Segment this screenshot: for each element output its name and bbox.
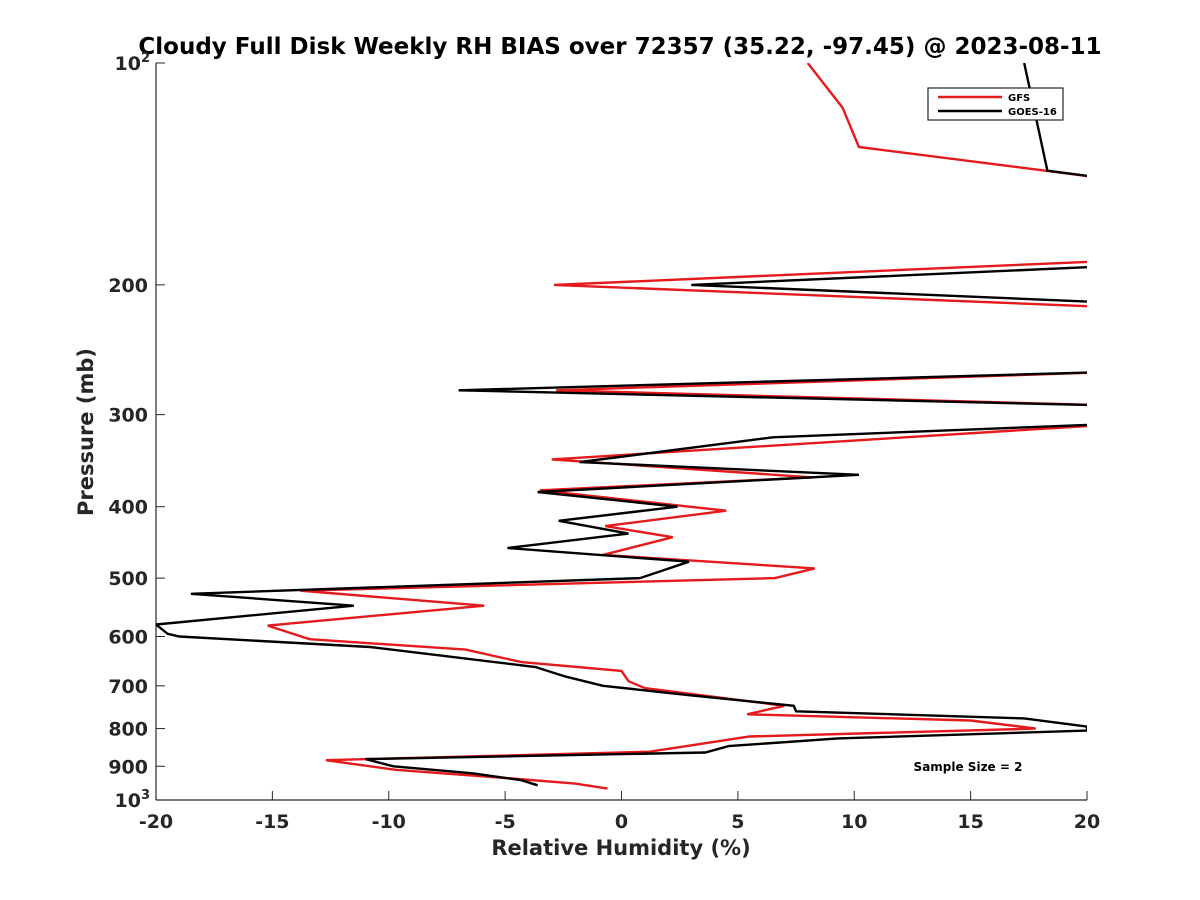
y-tick-label: 800 <box>108 719 148 741</box>
y-tick-label: 300 <box>108 405 148 427</box>
series-line-goes-16 <box>156 63 1087 787</box>
legend-box <box>927 87 1064 121</box>
x-tick-label: -20 <box>139 811 173 833</box>
y-axis-label: Pressure (mb) <box>74 348 98 516</box>
x-axis-label: Relative Humidity (%) <box>491 836 750 860</box>
chart-title: Cloudy Full Disk Weekly RH BIAS over 723… <box>138 34 1101 60</box>
x-tick-label: -15 <box>255 811 289 833</box>
legend-label: GFS <box>1008 93 1030 104</box>
x-tick-label: 15 <box>957 811 983 833</box>
y-tick-label: 700 <box>108 676 148 698</box>
legend-label: GOES-16 <box>1008 107 1057 118</box>
series-line-gfs <box>267 63 1087 790</box>
y-tick-label: 102 <box>115 51 151 75</box>
legend: GFS GOES-16 <box>927 87 1064 121</box>
series-layer <box>156 63 1087 790</box>
y-tick-label: 400 <box>108 497 148 519</box>
x-tick-label: -10 <box>372 811 406 833</box>
sample-size-annotation: Sample Size = 2 <box>914 760 1023 774</box>
y-tick-label: 103 <box>115 788 151 812</box>
y-tick-label: 500 <box>108 568 148 590</box>
x-tick-label: 0 <box>615 811 628 833</box>
plot-axes: -20 -15 -10 -5 0 5 10 15 20 102 200 300 400 500 600 700… <box>108 51 1100 833</box>
x-tick-label: 10 <box>841 811 867 833</box>
x-tick-label: -5 <box>495 811 516 833</box>
x-tick-label: 20 <box>1074 811 1100 833</box>
y-tick-label: 900 <box>108 756 148 778</box>
y-tick-label: 600 <box>108 626 148 648</box>
y-tick-label: 200 <box>108 275 148 297</box>
x-tick-label: 5 <box>731 811 744 833</box>
